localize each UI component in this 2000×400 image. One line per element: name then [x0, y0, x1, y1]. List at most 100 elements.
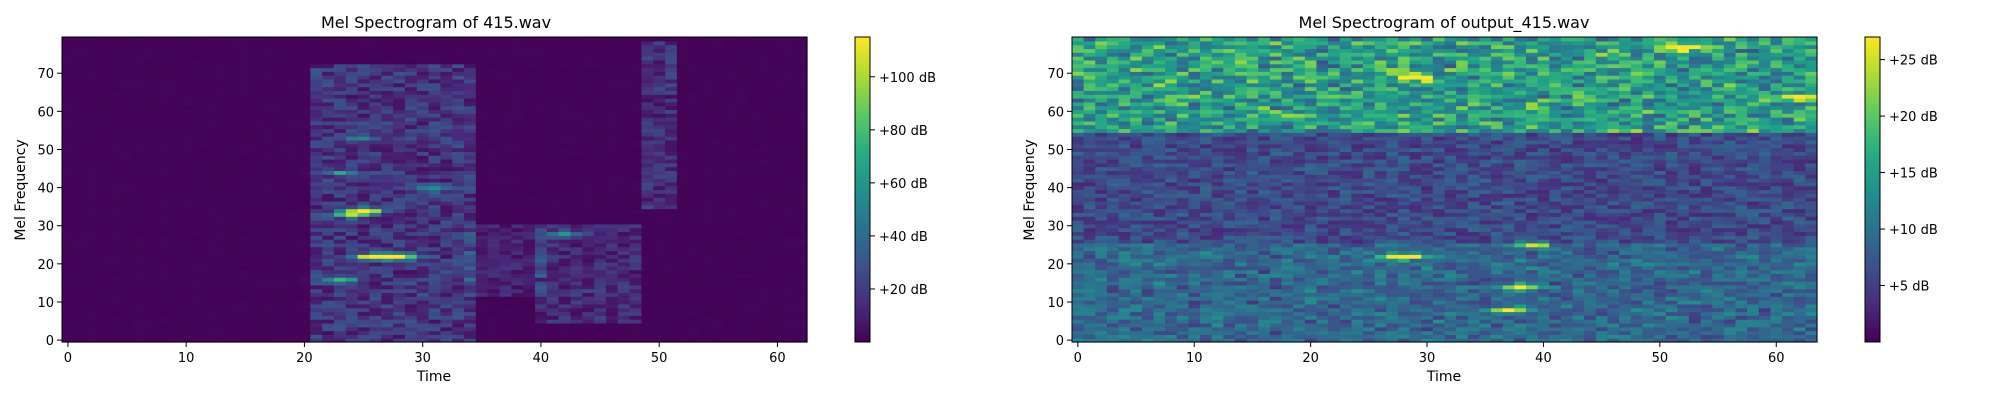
heatmap-cell	[546, 124, 560, 130]
heatmap-cell	[653, 132, 666, 137]
heatmap-cell	[724, 78, 737, 84]
heatmap-cell	[274, 254, 288, 259]
heatmap-cell	[274, 204, 288, 210]
heatmap-cell	[653, 117, 666, 122]
heatmap-cell	[168, 44, 181, 50]
heatmap-cell	[286, 204, 300, 210]
heatmap-cell	[582, 197, 595, 202]
heatmap-cell	[464, 59, 477, 65]
heatmap-cell	[653, 300, 666, 305]
heatmap-cell	[168, 117, 181, 122]
heatmap-cell	[97, 151, 110, 156]
heatmap-cell	[617, 120, 631, 126]
heatmap-cell	[322, 334, 335, 339]
heatmap-cell	[546, 334, 560, 339]
heatmap-cell	[558, 86, 572, 91]
heatmap-cell	[759, 105, 773, 111]
heatmap-cell	[724, 159, 737, 164]
heatmap-cell	[676, 178, 690, 183]
heatmap-cell	[85, 193, 99, 198]
heatmap-cell	[558, 315, 572, 320]
heatmap-cell	[475, 277, 489, 282]
heatmap-cell	[132, 128, 146, 133]
heatmap-cell	[570, 338, 583, 343]
heatmap-cell	[357, 254, 371, 259]
heatmap-cell	[511, 162, 524, 168]
heatmap-cell	[712, 59, 725, 65]
heatmap-cell	[416, 166, 430, 172]
heatmap-cell	[712, 90, 725, 95]
heatmap-cell	[227, 101, 240, 107]
heatmap-cell	[404, 59, 418, 65]
heatmap-cell	[736, 120, 749, 126]
heatmap-cell	[428, 242, 442, 248]
heatmap-cell	[499, 86, 512, 91]
heatmap-cell	[582, 227, 595, 233]
heatmap-cell	[132, 307, 146, 313]
heatmap-cell	[582, 75, 595, 80]
heatmap-cell	[464, 117, 477, 122]
heatmap-cell	[239, 151, 252, 156]
heatmap-cell	[132, 181, 146, 187]
heatmap-cell	[653, 48, 666, 53]
heatmap-cell	[700, 82, 713, 88]
heatmap-cell	[239, 143, 252, 149]
heatmap-cell	[156, 303, 170, 309]
heatmap-cell	[736, 82, 749, 88]
heatmap-cell	[700, 281, 713, 286]
heatmap-cell	[322, 40, 335, 46]
heatmap-cell	[712, 189, 725, 194]
heatmap-cell	[546, 239, 560, 244]
heatmap-cell	[298, 52, 311, 57]
heatmap-cell	[605, 78, 619, 84]
heatmap-cell	[393, 193, 406, 198]
heatmap-cell	[109, 170, 122, 175]
heatmap-cell	[62, 98, 75, 103]
heatmap-cell	[558, 178, 572, 183]
heatmap-cell	[180, 189, 193, 194]
heatmap-cell	[452, 132, 465, 137]
heatmap-cell	[274, 220, 288, 225]
heatmap-cell	[617, 338, 631, 343]
heatmap-cell	[109, 109, 122, 114]
heatmap-cell	[416, 120, 430, 126]
heatmap-cell	[416, 300, 430, 305]
heatmap-cell	[357, 338, 371, 343]
heatmap-cell	[511, 98, 524, 103]
heatmap-cell	[700, 117, 713, 122]
heatmap-cell	[676, 300, 690, 305]
heatmap-cell	[736, 113, 749, 118]
heatmap-cell	[452, 239, 465, 244]
heatmap-cell	[688, 216, 702, 221]
heatmap-cell	[156, 235, 170, 240]
heatmap-cell	[570, 67, 583, 72]
heatmap-cell	[688, 178, 702, 183]
heatmap-cell	[322, 204, 335, 210]
heatmap-cell	[97, 155, 110, 160]
heatmap-cell	[676, 261, 690, 267]
heatmap-cell	[736, 235, 749, 240]
heatmap-cell	[724, 147, 737, 152]
heatmap-cell	[475, 311, 489, 316]
heatmap-cell	[121, 208, 134, 213]
heatmap-cell	[665, 307, 678, 313]
heatmap-cell	[641, 277, 654, 282]
heatmap-cell	[629, 185, 643, 191]
heatmap-cell	[73, 178, 87, 183]
heatmap-cell	[440, 261, 453, 267]
heatmap-cell	[464, 132, 477, 137]
heatmap-cell	[676, 239, 690, 244]
heatmap-cell	[156, 178, 170, 183]
heatmap-cell	[310, 113, 323, 118]
heatmap-cell	[736, 143, 749, 149]
heatmap-cell	[322, 174, 335, 179]
heatmap-cell	[109, 181, 122, 187]
heatmap-cell	[393, 220, 406, 225]
heatmap-cell	[700, 254, 713, 259]
heatmap-cell	[345, 242, 359, 248]
heatmap-cell	[452, 322, 465, 328]
heatmap-cell	[322, 200, 335, 206]
heatmap-cell	[511, 307, 524, 313]
heatmap-cell	[558, 216, 572, 221]
heatmap-cell	[322, 227, 335, 233]
